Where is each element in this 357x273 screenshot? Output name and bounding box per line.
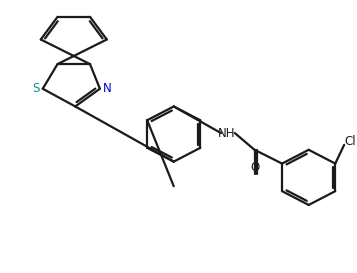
Text: O: O xyxy=(250,161,259,174)
Text: N: N xyxy=(102,82,111,95)
Text: NH: NH xyxy=(218,127,236,140)
Text: Cl: Cl xyxy=(344,135,356,149)
Text: S: S xyxy=(32,82,40,95)
